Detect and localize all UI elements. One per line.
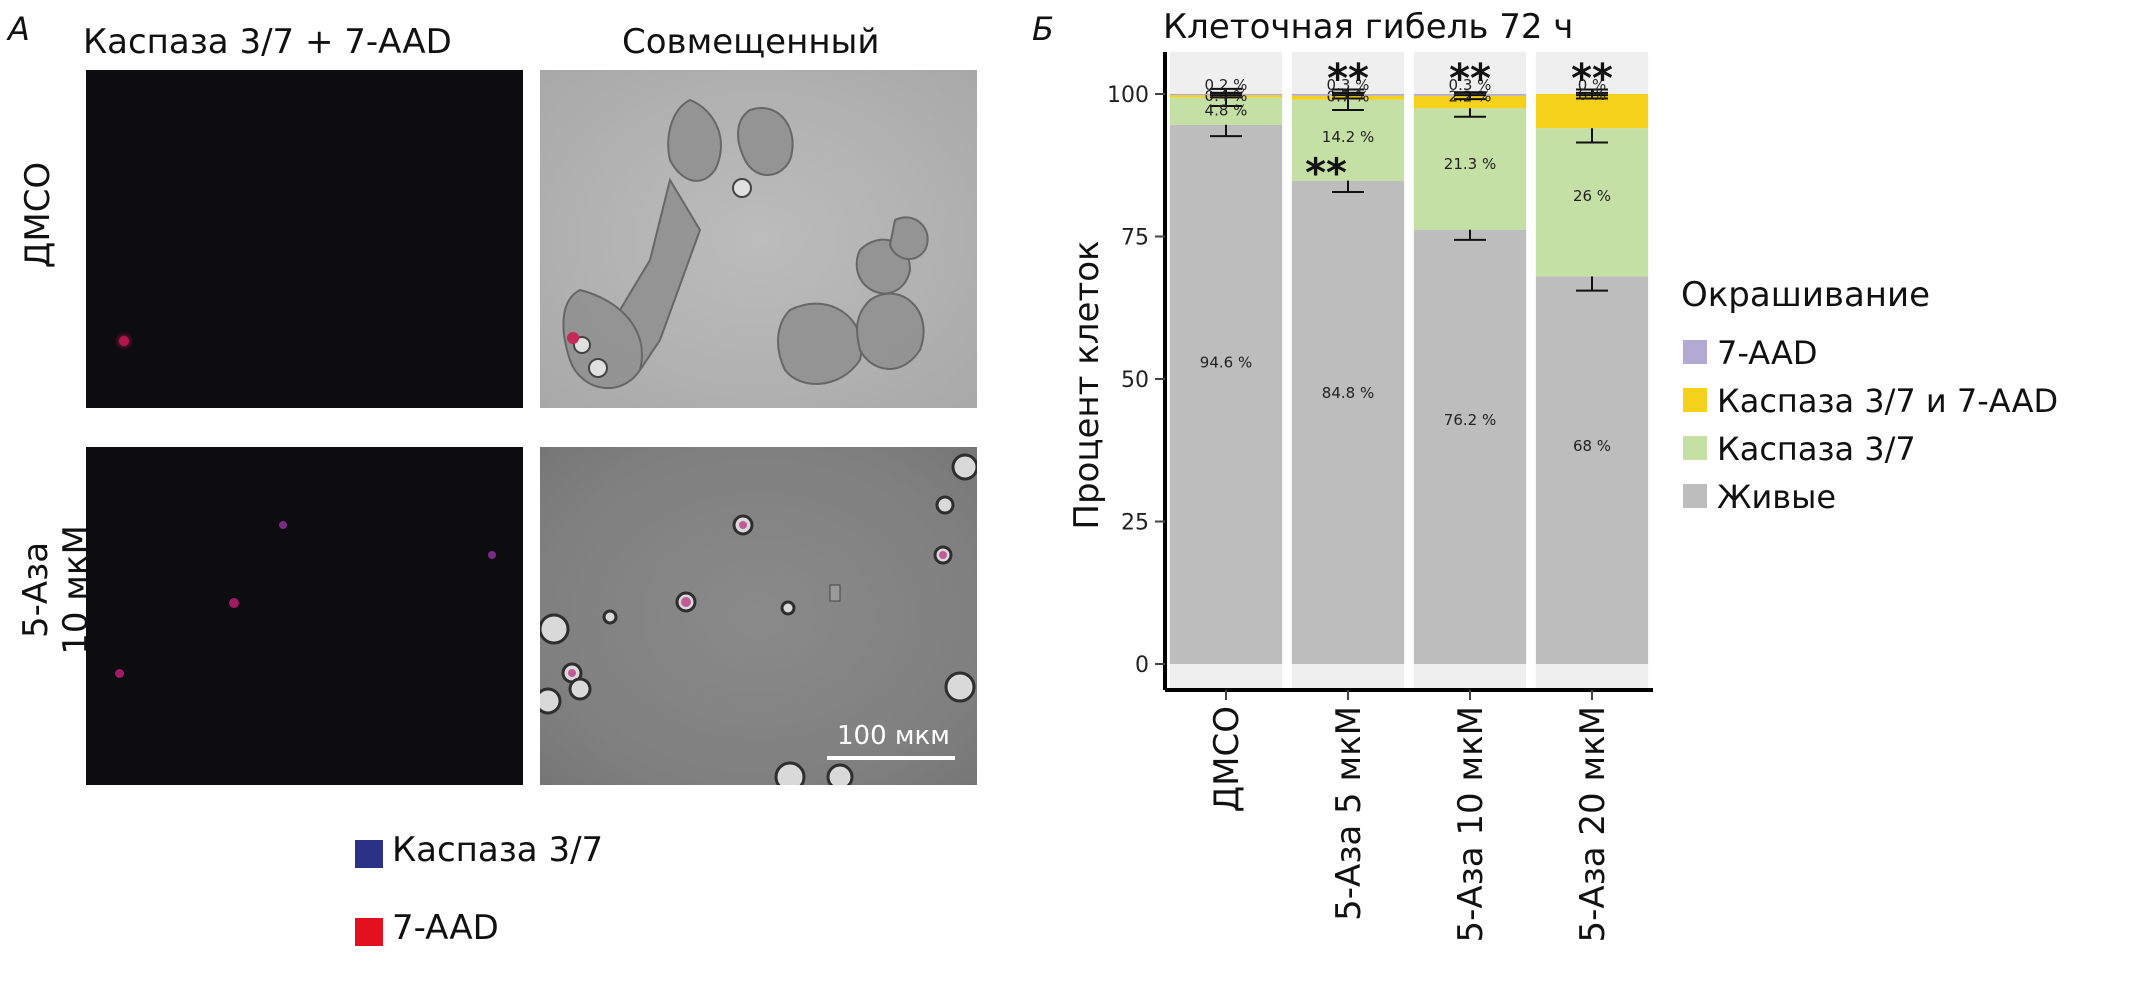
data-label: 68 % xyxy=(1573,437,1611,455)
legend-label: Живые xyxy=(1717,478,1836,516)
chart-title: Клеточная гибель 72 ч xyxy=(1163,7,1573,47)
cell-marker xyxy=(229,598,239,608)
row-label-dmso: ДМСО xyxy=(18,161,58,269)
bar-segment xyxy=(1413,108,1527,230)
panel-a-letter: А xyxy=(8,10,30,48)
micrograph-aza-fluorescence xyxy=(86,447,523,785)
cell-7aad-marker xyxy=(119,336,129,346)
significance-marker: ** xyxy=(1449,56,1491,102)
scalebar-line xyxy=(827,756,955,760)
data-label: 14.2 % xyxy=(1322,128,1374,146)
data-label: 76.2 % xyxy=(1444,411,1496,429)
data-label: 0 % xyxy=(1578,76,1607,94)
legend-label: Каспаза 3/7 xyxy=(1717,430,1916,468)
legend-label-7aad: 7-AAD xyxy=(392,908,499,948)
bar-segment xyxy=(1535,94,1649,129)
x-tick-label: 5-Аза 20 мкМ xyxy=(1573,706,1613,942)
legend-swatch-7aad xyxy=(355,918,383,946)
data-label: 21.3 % xyxy=(1444,155,1496,173)
legend-swatch xyxy=(1683,388,1707,412)
bar-segment xyxy=(1291,99,1405,181)
legend-swatch xyxy=(1683,484,1707,508)
significance-marker: ** xyxy=(1305,151,1347,197)
panel-b-letter: Б xyxy=(1032,10,1054,48)
bar-segment xyxy=(1413,229,1527,664)
data-label: 84.8 % xyxy=(1322,384,1374,402)
column-header-merged: Совмещенный xyxy=(622,22,880,62)
legend-swatch xyxy=(1683,436,1707,460)
y-tick-label: 25 xyxy=(1121,511,1149,536)
legend-label-caspase: Каспаза 3/7 xyxy=(392,830,604,870)
bar-segment xyxy=(1413,95,1527,109)
micrograph-aza-merged: 100 мкм xyxy=(540,447,977,785)
significance-marker: ** xyxy=(1571,56,1613,102)
significance-marker: ** xyxy=(1327,56,1369,102)
bar-segment xyxy=(1291,180,1405,664)
data-label: 94.6 % xyxy=(1200,353,1252,371)
y-axis-label: Процент клеток xyxy=(1067,240,1107,529)
stacked-bar-chart: Клеточная гибель 72 ч Процент клеток 0 25… xyxy=(1067,7,2058,942)
column-header-fluorescence: Каспаза 3/7 + 7-AAD xyxy=(83,22,452,62)
micrograph-dmso-fluorescence xyxy=(86,70,523,408)
data-label: 0.3 % xyxy=(1327,76,1370,94)
cell-shapes-dmso xyxy=(562,98,929,389)
cell-shapes-aza xyxy=(540,453,977,785)
legend-swatch xyxy=(1683,340,1707,364)
y-tick-label: 50 xyxy=(1121,368,1149,393)
row-label-aza: 5-Аза 10 мкМ xyxy=(16,500,96,680)
row-label-aza-line1: 5-Аза xyxy=(16,541,56,639)
data-label: 0.2 % xyxy=(1205,76,1248,94)
micrograph-dmso-merged xyxy=(540,70,977,408)
legend-swatch-caspase xyxy=(355,840,383,868)
x-tick-label: 5-Аза 10 мкМ xyxy=(1451,706,1491,942)
legend-label: 7-AAD xyxy=(1717,334,1818,372)
x-tick-label: ДМСО xyxy=(1207,706,1247,812)
chart-legend: Окрашивание 7-AAD Каспаза 3/7 и 7-AAD Каспа… xyxy=(1681,275,2058,516)
legend-label: Каспаза 3/7 и 7-AAD xyxy=(1717,382,2058,420)
scalebar-label: 100 мкм xyxy=(837,721,950,751)
x-tick-label: 5-Аза 5 мкМ xyxy=(1329,706,1369,921)
cell-marker xyxy=(488,551,496,559)
y-tick-label: 0 xyxy=(1135,653,1149,678)
data-label: 4.8 % xyxy=(1205,102,1248,120)
bar-segment xyxy=(1535,128,1649,277)
cell-marker xyxy=(115,669,124,678)
bar-segment xyxy=(1535,276,1649,664)
cell-marker xyxy=(279,521,287,529)
bar-segment xyxy=(1169,124,1283,664)
y-tick-label: 100 xyxy=(1107,83,1149,108)
y-tick-label: 75 xyxy=(1121,226,1149,251)
legend-title: Окрашивание xyxy=(1681,275,1930,315)
data-label: 0.3 % xyxy=(1449,76,1492,94)
data-label: 26 % xyxy=(1573,187,1611,205)
